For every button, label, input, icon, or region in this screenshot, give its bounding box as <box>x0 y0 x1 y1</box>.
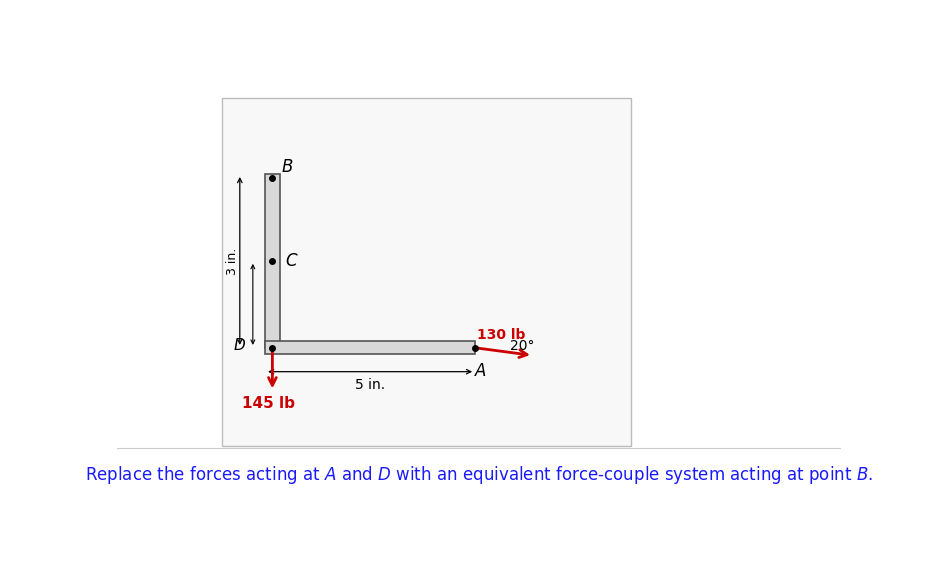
Bar <box>265 174 279 348</box>
Text: C: C <box>286 252 297 270</box>
Text: 20°: 20° <box>510 339 534 353</box>
Text: B: B <box>281 158 292 176</box>
Bar <box>265 341 475 354</box>
Text: 5 in.: 5 in. <box>355 378 385 392</box>
Text: Replace the forces acting at $\mathit{A}$ and $\mathit{D}$ with an equivalent fo: Replace the forces acting at $\mathit{A}… <box>85 464 872 486</box>
Text: 3 in.: 3 in. <box>226 247 239 275</box>
Text: A: A <box>474 362 486 380</box>
Text: 145 lb: 145 lb <box>242 396 295 411</box>
Text: D: D <box>234 338 245 353</box>
Bar <box>221 98 630 446</box>
Text: 130 lb: 130 lb <box>477 328 526 342</box>
